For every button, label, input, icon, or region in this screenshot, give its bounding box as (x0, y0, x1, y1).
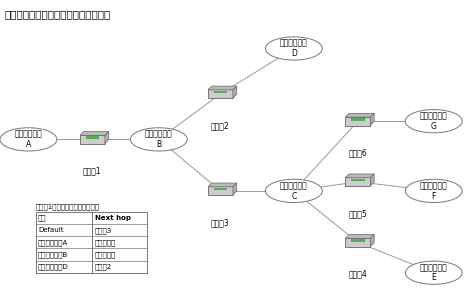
FancyBboxPatch shape (208, 186, 233, 195)
Text: ネットワーク
A: ネットワーク A (15, 130, 42, 149)
Text: ネットワーク
F: ネットワーク F (420, 181, 447, 201)
Polygon shape (370, 235, 374, 246)
FancyBboxPatch shape (213, 188, 228, 191)
FancyBboxPatch shape (351, 179, 365, 181)
Ellipse shape (0, 128, 57, 151)
Text: ルータ2: ルータ2 (95, 263, 112, 270)
FancyBboxPatch shape (213, 91, 228, 94)
Text: ルータ2: ルータ2 (211, 121, 230, 130)
Text: ルータ6: ルータ6 (348, 148, 367, 158)
Text: ルータ1: ルータ1 (83, 167, 102, 176)
Ellipse shape (130, 128, 187, 151)
Text: ネットワークとルーティングテーブル: ネットワークとルーティングテーブル (5, 9, 111, 19)
Text: 直接通信可: 直接通信可 (95, 251, 116, 258)
FancyBboxPatch shape (346, 177, 370, 186)
Text: ルータ1のルーティングテーブル: ルータ1のルーティングテーブル (36, 203, 100, 210)
FancyBboxPatch shape (351, 239, 365, 242)
Text: ルータ3: ルータ3 (95, 227, 112, 234)
FancyBboxPatch shape (346, 117, 370, 126)
Polygon shape (346, 235, 374, 238)
Ellipse shape (405, 179, 462, 202)
Ellipse shape (405, 110, 462, 133)
Polygon shape (233, 183, 237, 195)
Polygon shape (105, 132, 109, 143)
FancyBboxPatch shape (351, 118, 365, 121)
Text: ネットワーク
C: ネットワーク C (280, 181, 308, 201)
Text: ネットワークB: ネットワークB (38, 251, 68, 258)
FancyBboxPatch shape (36, 212, 147, 273)
Text: ルータ4: ルータ4 (348, 270, 367, 279)
Text: ネットワーク
D: ネットワーク D (280, 39, 308, 58)
Text: Default: Default (38, 227, 64, 233)
Text: ネットワークD: ネットワークD (38, 263, 69, 270)
FancyBboxPatch shape (80, 135, 105, 144)
Text: ネットワークA: ネットワークA (38, 239, 68, 246)
FancyBboxPatch shape (85, 136, 100, 139)
FancyBboxPatch shape (208, 89, 233, 98)
Text: ネットワーク
G: ネットワーク G (420, 112, 447, 131)
Polygon shape (370, 174, 374, 186)
Polygon shape (208, 183, 237, 187)
Ellipse shape (265, 37, 322, 60)
FancyBboxPatch shape (346, 238, 370, 247)
Text: 宛先: 宛先 (38, 215, 46, 221)
Polygon shape (208, 86, 237, 90)
Text: 直接通信可: 直接通信可 (95, 239, 116, 246)
Polygon shape (233, 86, 237, 98)
Polygon shape (346, 113, 374, 117)
Text: ルータ5: ルータ5 (348, 209, 367, 218)
Text: ネットワーク
E: ネットワーク E (420, 263, 447, 282)
Polygon shape (346, 174, 374, 178)
Text: ネットワーク
B: ネットワーク B (145, 130, 173, 149)
Text: ルータ3: ルータ3 (211, 218, 230, 227)
Polygon shape (80, 132, 109, 135)
Polygon shape (370, 113, 374, 125)
Text: Next hop: Next hop (95, 215, 131, 221)
Ellipse shape (265, 179, 322, 202)
Ellipse shape (405, 261, 462, 284)
